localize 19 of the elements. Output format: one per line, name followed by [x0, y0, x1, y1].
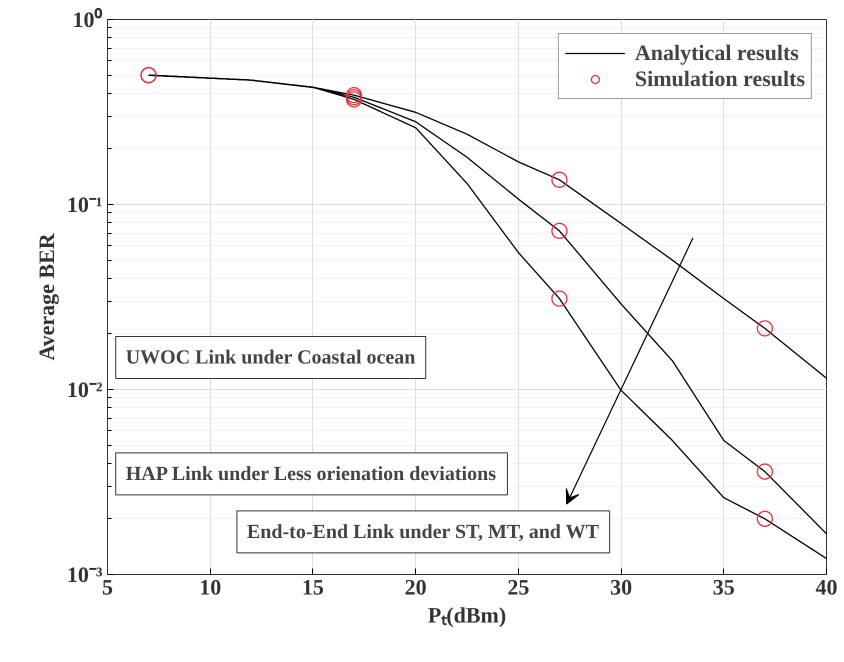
y-tick-label: 10⁰ [72, 7, 102, 32]
x-tick-label: 40 [816, 574, 838, 600]
y-tick-label: 10⁻³ [66, 562, 103, 587]
annotation: End-to-End Link under ST, MT, and WT [246, 520, 600, 543]
x-tick-label: 35 [712, 574, 735, 600]
x-tick-label: 30 [610, 574, 632, 600]
x-tick-label: 15 [302, 574, 324, 600]
annotation: UWOC Link under Coastal ocean [126, 346, 416, 368]
x-tick-label: 25 [507, 574, 530, 600]
y-tick-label: 10⁻¹ [66, 192, 103, 217]
x-axis-title: Pₜ(dBm) [428, 602, 506, 628]
x-tick-label: 20 [404, 574, 427, 600]
x-tick-label: 10 [199, 574, 222, 600]
annotation: HAP Link under Less orienation deviations [126, 462, 496, 485]
x-tick-label: 5 [102, 574, 113, 600]
y-tick-label: 10⁻² [66, 377, 103, 402]
y-axis-title: Average BER [34, 232, 59, 361]
legend-label: Analytical results [634, 40, 799, 66]
legend-label: Simulation results [634, 66, 805, 92]
